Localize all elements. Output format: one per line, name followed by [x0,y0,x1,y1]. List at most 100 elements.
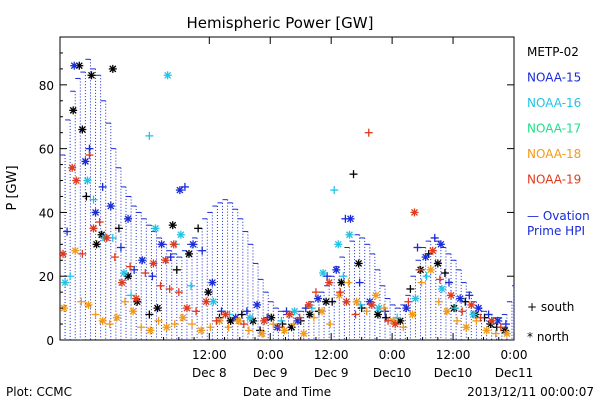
data-point [192,307,201,316]
data-point [212,316,221,325]
data-point [373,310,382,319]
data-point [280,326,289,335]
point-stroke [124,215,132,223]
legend-entry: NOAA-18 [527,147,581,161]
plot-timestamp: 2013/12/11 00:00:07 [467,385,594,399]
data-point [323,272,332,281]
point-stroke [429,247,437,255]
data-point [476,313,485,322]
point-stroke [258,330,266,338]
point-stroke [447,291,455,299]
y-tick-label: 80 [39,79,54,93]
data-point [325,278,334,287]
data-point [217,307,226,316]
data-point [253,300,262,309]
point-stroke [346,231,353,239]
data-point [356,300,365,309]
data-point [410,208,419,217]
data-point [149,259,158,268]
x-tick-time: 12:00 [192,348,227,362]
point-stroke [138,256,146,264]
data-point [110,253,119,262]
data-point [351,310,360,319]
point-stroke [133,298,141,306]
point-stroke [75,62,83,70]
data-point [362,307,371,316]
data-point [174,288,183,297]
y-axis: 0 20 40 60 80 [39,36,514,348]
legend-entry: NOAA-15 [527,71,581,85]
data-point [322,297,331,306]
data-point [474,304,483,313]
point-stroke [281,326,288,334]
data-point [157,240,166,249]
data-point [89,195,98,204]
point-stroke [222,311,230,318]
point-stroke [337,279,345,287]
data-point [415,265,424,274]
data-point [469,310,478,319]
y-tick-label: 20 [39,270,54,284]
point-stroke [427,266,435,274]
data-point [239,320,248,329]
data-point [339,272,348,281]
data-point [66,272,75,281]
point-stroke [120,269,128,277]
data-point [175,186,184,195]
data-point [156,281,165,290]
point-stroke [204,288,212,296]
data-point [330,186,339,195]
data-point [89,224,98,233]
data-point [78,249,87,258]
data-point [421,253,430,262]
point-stroke [456,295,464,302]
data-point [342,297,351,306]
point-stroke [59,250,67,258]
data-point [430,233,439,242]
data-point [364,128,373,137]
point-stroke [402,304,410,312]
data-point [267,313,276,322]
data-point [221,310,230,319]
point-stroke [60,304,68,312]
point-stroke [469,311,477,318]
data-point [208,278,217,287]
point-stroke [176,186,184,194]
data-point [129,307,138,316]
data-point [242,307,251,316]
x-tick-time: 12:00 [314,348,349,362]
data-point [170,320,179,329]
point-stroke [179,314,187,322]
point-stroke [411,208,418,216]
data-point [336,288,345,297]
data-point [132,294,141,303]
data-point [440,269,449,278]
data-point [328,297,337,306]
data-point [367,300,376,309]
point-stroke [163,323,171,331]
data-point [112,313,121,322]
data-point [344,278,353,287]
data-point [433,259,442,268]
data-point [204,288,213,297]
data-point [130,265,139,274]
data-point [165,284,174,293]
data-point [87,71,96,80]
data-point [182,304,191,313]
x-axis: 12:00 Dec 8 0:00 Dec 9 12:00 Dec 9 0:00 Dec10 12… [163,37,533,380]
point-stroke [291,307,299,315]
data-point [153,304,162,313]
data-point [224,323,233,332]
data-point [260,316,269,325]
data-point [77,297,86,306]
data-point [114,224,123,233]
data-point [319,269,328,278]
point-stroke [396,317,404,325]
data-point [234,316,243,325]
data-point [379,304,388,313]
point-stroke [347,215,354,223]
data-point [187,281,196,290]
point-stroke [246,314,254,322]
data-point [346,214,355,223]
